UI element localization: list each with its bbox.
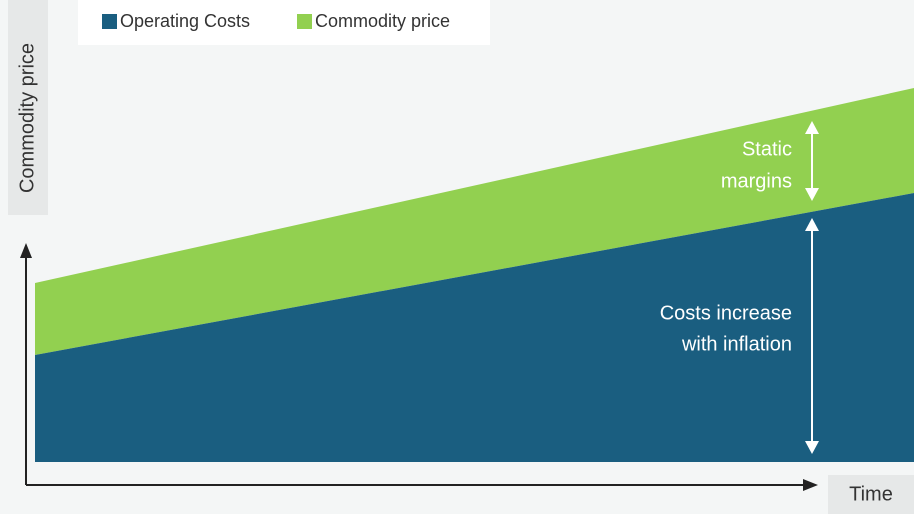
annotation: with inflation (681, 333, 792, 355)
legend-label: Operating Costs (120, 11, 250, 31)
legend-label: Commodity price (315, 11, 450, 31)
annotation: Static (742, 138, 792, 160)
legend-swatch (102, 14, 117, 29)
y-axis-label: Commodity price (16, 43, 38, 193)
arrow-head (805, 218, 819, 231)
arrow-head (805, 121, 819, 134)
x-axis-arrow (803, 479, 818, 491)
y-label-box (8, 0, 48, 215)
operating-costs-area (35, 193, 914, 462)
legend-box (78, 0, 490, 45)
legend-swatch (297, 14, 312, 29)
y-axis-arrow (20, 243, 32, 258)
annotation: margins (721, 170, 792, 192)
x-axis-label: Time (849, 483, 893, 505)
arrow-head (805, 188, 819, 201)
x-label-box (828, 475, 914, 514)
arrow-head (805, 441, 819, 454)
commodity-price-area (35, 88, 914, 355)
annotation: Costs increase (660, 302, 792, 324)
